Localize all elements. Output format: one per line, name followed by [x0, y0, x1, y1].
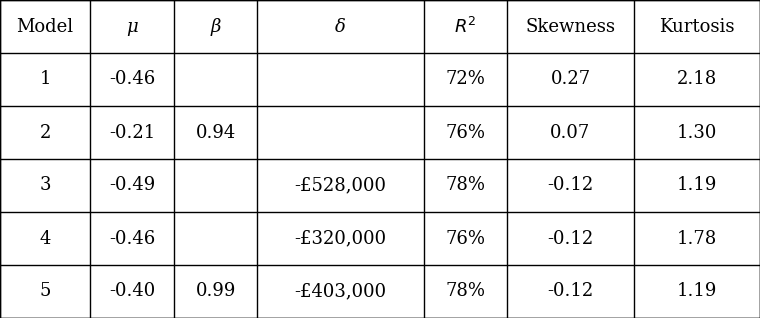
Text: 76%: 76%: [445, 123, 486, 142]
Text: 1.30: 1.30: [676, 123, 717, 142]
Text: Skewness: Skewness: [525, 17, 616, 36]
Text: Kurtosis: Kurtosis: [659, 17, 735, 36]
Text: β: β: [211, 17, 221, 36]
Text: -0.49: -0.49: [109, 176, 155, 195]
Text: 2: 2: [40, 123, 51, 142]
Text: -0.46: -0.46: [109, 230, 155, 247]
Text: 76%: 76%: [445, 230, 486, 247]
Text: -0.46: -0.46: [109, 71, 155, 88]
Text: δ: δ: [335, 17, 346, 36]
Text: 1.19: 1.19: [676, 176, 717, 195]
Text: 3: 3: [40, 176, 51, 195]
Text: -0.21: -0.21: [109, 123, 155, 142]
Text: -£528,000: -£528,000: [295, 176, 387, 195]
Text: 72%: 72%: [445, 71, 486, 88]
Text: Model: Model: [17, 17, 74, 36]
Text: 1: 1: [40, 71, 51, 88]
Text: -0.12: -0.12: [547, 230, 594, 247]
Text: 5: 5: [40, 282, 51, 301]
Text: 2.18: 2.18: [676, 71, 717, 88]
Text: 78%: 78%: [445, 176, 486, 195]
Text: -0.12: -0.12: [547, 282, 594, 301]
Text: 0.07: 0.07: [550, 123, 591, 142]
Text: 0.94: 0.94: [195, 123, 236, 142]
Text: 78%: 78%: [445, 282, 486, 301]
Text: -£403,000: -£403,000: [295, 282, 387, 301]
Text: 0.99: 0.99: [195, 282, 236, 301]
Text: 4: 4: [40, 230, 51, 247]
Text: -£320,000: -£320,000: [295, 230, 387, 247]
Text: 1.19: 1.19: [676, 282, 717, 301]
Text: -0.12: -0.12: [547, 176, 594, 195]
Text: 1.78: 1.78: [676, 230, 717, 247]
Text: μ: μ: [126, 17, 138, 36]
Text: -0.40: -0.40: [109, 282, 155, 301]
Text: 0.27: 0.27: [550, 71, 591, 88]
Text: $R^2$: $R^2$: [454, 17, 477, 37]
